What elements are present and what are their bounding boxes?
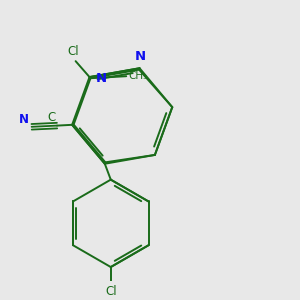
Text: CH₃: CH₃	[128, 71, 148, 81]
Text: C: C	[47, 111, 56, 124]
Text: Cl: Cl	[105, 285, 117, 298]
Text: Cl: Cl	[68, 45, 80, 58]
Text: N: N	[135, 50, 146, 63]
Text: N: N	[96, 72, 107, 85]
Text: N: N	[19, 112, 29, 126]
